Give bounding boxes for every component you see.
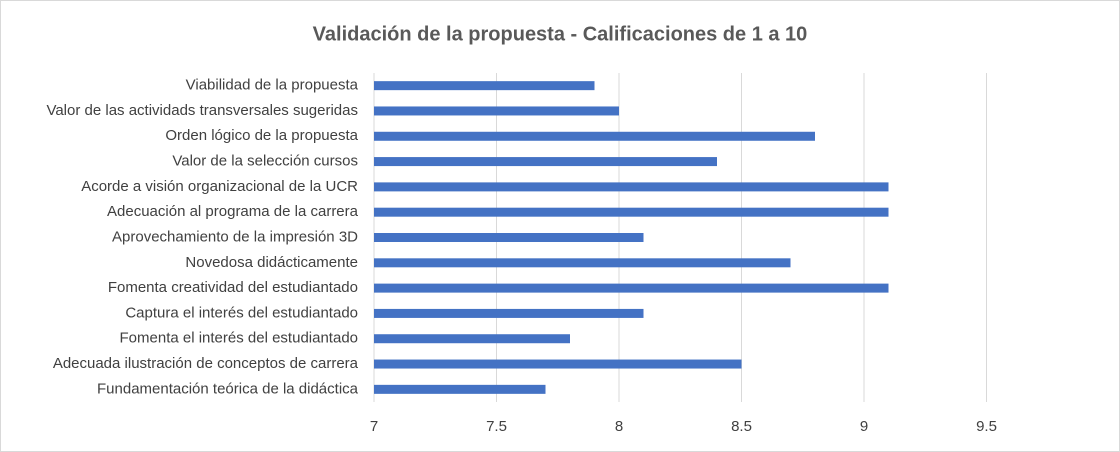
y-tick-label: Fomenta creatividad del estudiantado (108, 279, 358, 296)
x-tick-label: 8 (615, 418, 623, 435)
y-tick-label: Captura el interés del estudiantado (125, 304, 358, 321)
x-tick-label: 9 (860, 418, 868, 435)
y-tick-label: Aprovechamiento de la impresión 3D (112, 228, 358, 245)
y-tick-label: Adecuación al programa de la carrera (107, 203, 359, 220)
bar (374, 157, 717, 167)
bar (374, 131, 815, 141)
y-tick-label: Adecuada ilustración de conceptos de car… (53, 355, 359, 372)
bar (374, 233, 644, 242)
y-tick-label: Fundamentación teórica de la didáctica (97, 380, 359, 397)
y-tick-label: Valor de las actividads transversales su… (46, 102, 358, 119)
bar (374, 182, 889, 192)
x-tick-label: 8.5 (731, 418, 752, 435)
chart-title: Validación de la propuesta - Calificacio… (313, 23, 808, 45)
y-tick-label: Orden lógico de la propuesta (165, 127, 358, 144)
x-tick-label: 7.5 (486, 418, 507, 435)
bar (374, 258, 791, 268)
y-tick-label: Novedosa didácticamente (185, 254, 358, 271)
y-tick-label: Acorde a visión organizacional de la UCR (81, 178, 358, 195)
bar (374, 106, 619, 116)
y-tick-label: Viabilidad de la propuesta (186, 77, 359, 94)
bar (374, 207, 889, 217)
y-tick-label: Valor de la selección cursos (172, 153, 358, 170)
bar (374, 81, 595, 91)
bar (374, 384, 546, 394)
bar (374, 359, 742, 369)
x-tick-label: 9.5 (976, 418, 997, 435)
bar (374, 308, 644, 318)
bar (374, 334, 570, 344)
x-tick-label: 7 (370, 418, 378, 435)
y-tick-label: Fomenta el interés del estudiantado (120, 330, 358, 347)
bar (374, 283, 889, 293)
